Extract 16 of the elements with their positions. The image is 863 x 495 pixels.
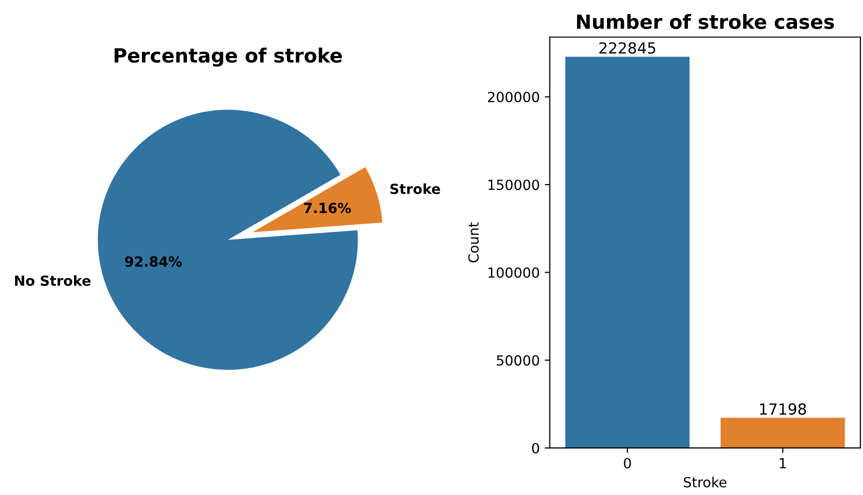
y-tick-label: 200000: [488, 92, 540, 102]
y-tick-label: 150000: [488, 180, 540, 190]
slice-label: Stroke: [390, 183, 440, 194]
data-label: 92.84%: [125, 256, 182, 267]
slice-label: No Stroke: [15, 275, 90, 286]
y-axis-title: Count: [468, 222, 479, 262]
y-tick-label: 0: [532, 442, 540, 454]
x-axis-title: Stroke: [684, 476, 726, 488]
chart-title: Percentage of stroke: [114, 48, 342, 67]
data-label: 7.16%: [304, 202, 351, 214]
y-tick-label: 100000: [488, 267, 540, 278]
data-label: 222845: [599, 42, 656, 54]
chart-title: Number of stroke cases: [577, 14, 834, 30]
y-tick-label: 50000: [496, 355, 540, 366]
x-tick-label: 1: [780, 458, 786, 468]
data-label: 17198: [760, 403, 806, 415]
